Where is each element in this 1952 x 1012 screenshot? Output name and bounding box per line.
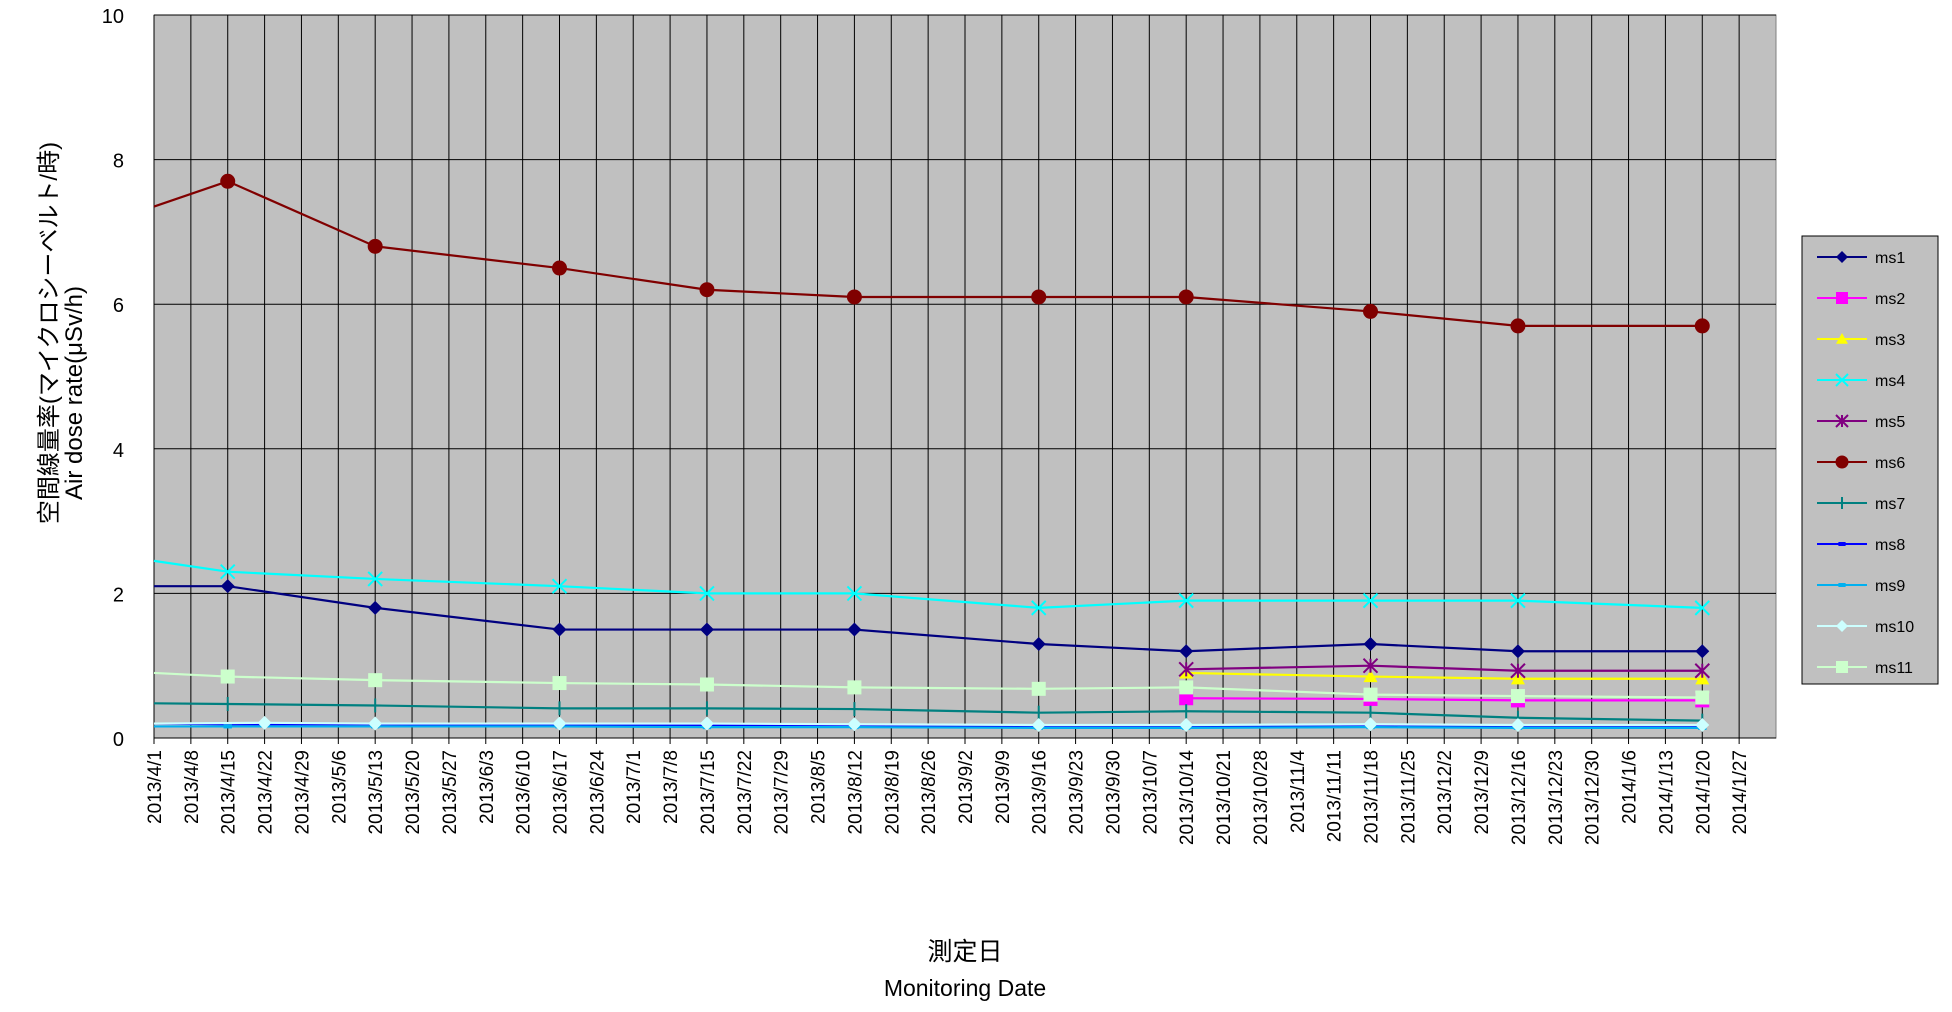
x-tick-label: 2013/6/10 (514, 750, 535, 835)
data-point (1032, 682, 1046, 696)
x-tick-label: 2013/10/21 (1214, 750, 1235, 845)
x-tick-label: 2013/4/8 (182, 750, 203, 824)
y-tick-label: 6 (113, 295, 124, 317)
data-point (847, 290, 861, 304)
data-point (1695, 319, 1709, 333)
legend-label: ms7 (1875, 496, 1905, 513)
x-tick-label: 2013/12/2 (1435, 750, 1456, 835)
x-tick-label: 2013/6/3 (477, 750, 498, 824)
legend-marker (1836, 661, 1848, 673)
y-tick-label: 4 (113, 440, 124, 462)
data-point (1179, 290, 1193, 304)
y-tick-label: 2 (113, 584, 124, 606)
legend-label: ms4 (1875, 373, 1905, 390)
x-tick-label: 2013/10/28 (1251, 750, 1272, 845)
x-tick-label: 2013/12/30 (1583, 750, 1604, 845)
data-point (221, 174, 235, 188)
legend-marker (1838, 583, 1845, 587)
x-tick-label: 2013/12/9 (1472, 750, 1493, 835)
x-tick-label: 2013/12/23 (1546, 750, 1567, 845)
x-tick-label: 2013/7/15 (698, 750, 719, 835)
x-tick-label: 2013/7/22 (735, 750, 756, 835)
legend-label: ms10 (1875, 619, 1914, 636)
x-tick-label: 2014/1/6 (1620, 750, 1641, 824)
legend-marker (1838, 542, 1845, 546)
x-tick-label: 2014/1/20 (1693, 750, 1714, 835)
x-tick-label: 2013/8/26 (919, 750, 940, 835)
x-tick-label: 2014/1/27 (1730, 750, 1751, 835)
x-tick-label: 2013/11/25 (1398, 750, 1419, 844)
x-tick-label: 2013/9/9 (993, 750, 1014, 824)
y-tick-label: 10 (102, 6, 124, 28)
x-tick-label: 2013/9/23 (1067, 750, 1088, 835)
data-point (224, 724, 232, 728)
x-tick-label: 2013/9/2 (956, 750, 977, 824)
y-tick-label: 0 (113, 729, 124, 751)
x-tick-label: 2013/8/12 (845, 750, 866, 835)
legend-label: ms9 (1875, 578, 1905, 595)
x-tick-label: 2013/5/13 (366, 750, 387, 835)
x-tick-label: 2013/7/29 (772, 750, 793, 835)
x-tick-label: 2013/11/11 (1325, 750, 1346, 842)
x-axis-title-ja: 測定日 (927, 938, 1002, 966)
legend-label: ms2 (1875, 291, 1905, 308)
legend-label: ms5 (1875, 414, 1905, 431)
y-axis: 0 2 4 6 8 10 (102, 6, 124, 751)
legend-label: ms1 (1875, 250, 1905, 267)
x-tick-label: 2013/8/5 (809, 750, 830, 824)
data-point (1364, 688, 1378, 702)
legend-marker (1836, 292, 1848, 304)
data-point (1511, 689, 1525, 703)
data-point (368, 673, 382, 687)
x-axis: 2013/4/1 2013/4/8 2013/4/15 2013/4/22 2013/4… (145, 738, 1776, 845)
data-point (553, 261, 567, 275)
x-tick-label: 2013/4/22 (256, 750, 277, 835)
data-point (368, 239, 382, 253)
x-tick-label: 2013/4/29 (292, 750, 313, 835)
x-tick-label: 2013/6/24 (587, 750, 608, 835)
x-tick-label: 2014/1/13 (1656, 750, 1677, 835)
data-point (847, 680, 861, 694)
y-axis-title: 空間線量率(マイクロシーベルト/時) (36, 142, 63, 524)
legend (1802, 236, 1938, 684)
x-tick-label: 2013/5/6 (329, 750, 350, 824)
legend-label: ms3 (1875, 332, 1905, 349)
x-axis-title-en: Monitoring Date (884, 975, 1046, 1001)
y-axis-title-2: Air dose rate(μSv/h) (61, 286, 88, 500)
data-point (700, 677, 714, 691)
x-tick-label: 2013/7/8 (661, 750, 682, 824)
data-point (1695, 691, 1709, 705)
x-tick-label: 2013/8/19 (882, 750, 903, 835)
y-axis-title-en: Air dose rate(μSv/h) (61, 286, 88, 500)
data-point (553, 676, 567, 690)
data-point (700, 283, 714, 297)
x-tick-label: 2013/12/16 (1509, 750, 1530, 845)
y-tick-label: 8 (113, 151, 124, 173)
x-tick-label: 2013/7/1 (624, 750, 645, 824)
x-tick-label: 2013/11/4 (1288, 750, 1309, 834)
legend-label: ms6 (1875, 455, 1905, 472)
x-tick-label: 2013/4/1 (145, 750, 166, 824)
x-tick-label: 2013/9/30 (1103, 750, 1124, 835)
data-point (221, 670, 235, 684)
x-tick-label: 2013/11/18 (1362, 750, 1383, 844)
x-tick-label: 2013/10/14 (1177, 750, 1198, 846)
y-axis-title-ja: 空間線量率(マイクロシーベルト/時) (36, 142, 63, 524)
legend-label: ms8 (1875, 537, 1905, 554)
x-tick-label: 2013/5/27 (440, 750, 461, 835)
data-point (1364, 304, 1378, 318)
x-tick-label: 2013/5/20 (403, 750, 424, 835)
legend-label: ms11 (1875, 660, 1913, 677)
data-point (1032, 290, 1046, 304)
x-tick-label: 2013/4/15 (219, 750, 240, 835)
x-tick-label: 2013/6/17 (551, 750, 572, 835)
legend-marker (1836, 456, 1848, 468)
x-tick-label: 2013/10/7 (1140, 750, 1161, 835)
data-point (1511, 319, 1525, 333)
x-tick-label: 2013/9/16 (1030, 750, 1051, 835)
data-point (1179, 680, 1193, 694)
